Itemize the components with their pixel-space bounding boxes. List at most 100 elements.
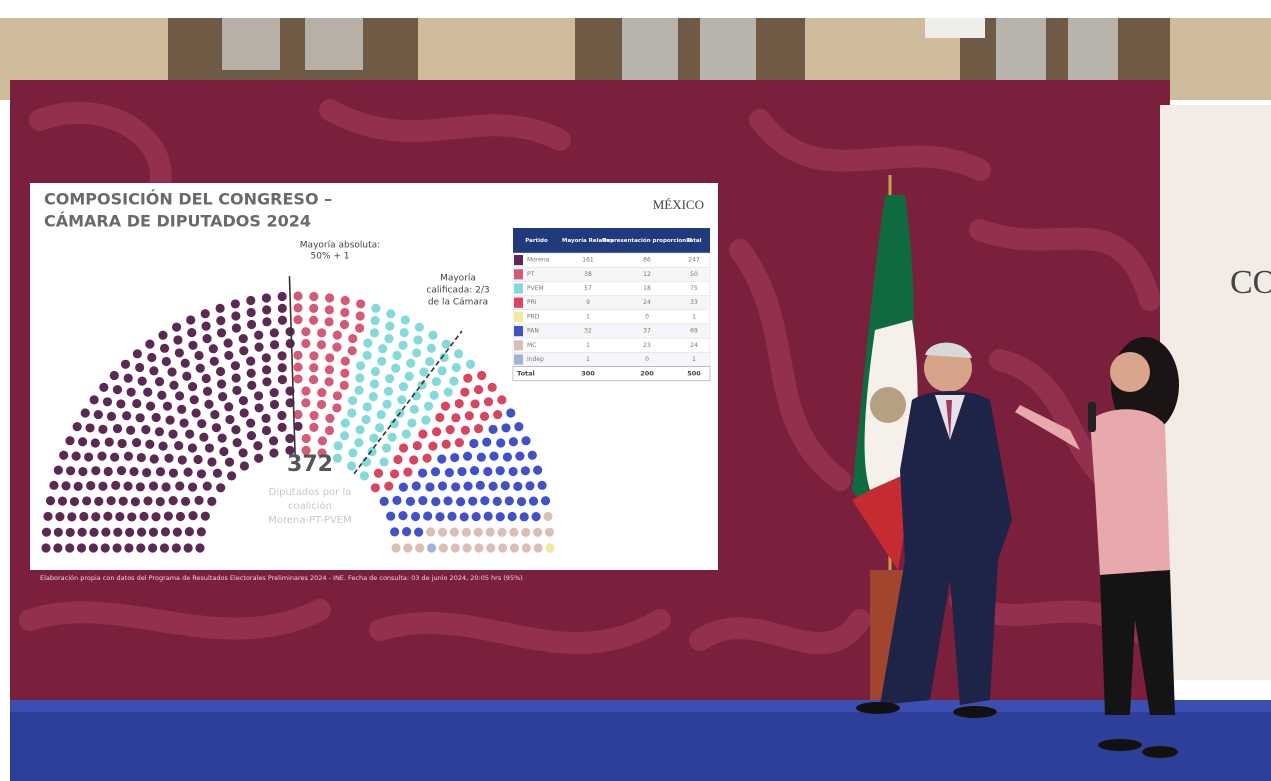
seat-dot xyxy=(450,527,459,536)
table-row-bg xyxy=(513,324,710,338)
seat-dot xyxy=(212,423,221,432)
seat-dot xyxy=(505,496,514,505)
table-cell: 37 xyxy=(643,328,651,335)
seat-dot xyxy=(285,434,294,443)
seat-dot xyxy=(78,467,87,476)
seat-dot xyxy=(418,429,427,438)
seat-dot xyxy=(309,351,318,360)
seat-dot xyxy=(70,497,79,506)
seat-dot xyxy=(455,438,464,447)
seat-dot xyxy=(412,348,421,357)
seat-dot xyxy=(356,361,365,370)
seat-dot xyxy=(110,371,119,380)
party-name: Morena xyxy=(527,257,550,264)
seat-dot xyxy=(515,451,524,460)
seat-dot xyxy=(66,466,75,475)
seat-dot xyxy=(325,353,334,362)
seat-dot xyxy=(202,374,211,383)
coalition-label: coalición xyxy=(288,500,332,512)
seat-dot xyxy=(224,339,233,348)
seat-dot xyxy=(127,388,136,397)
seat-dot xyxy=(432,427,441,436)
table-cell: 33 xyxy=(690,299,698,306)
seat-dot xyxy=(136,413,145,422)
seat-dot xyxy=(498,543,507,552)
seat-dot xyxy=(143,388,152,397)
seat-dot xyxy=(49,481,58,490)
table-total: 500 xyxy=(687,370,701,378)
seat-dot xyxy=(363,351,372,360)
seat-dot xyxy=(65,543,74,552)
seat-dot xyxy=(247,381,256,390)
seat-dot xyxy=(509,437,518,446)
seat-dot xyxy=(231,425,240,434)
seat-dot xyxy=(355,373,364,382)
seat-dot xyxy=(325,305,334,314)
seat-dot xyxy=(460,388,469,397)
seat-dot xyxy=(354,386,363,395)
party-swatch xyxy=(514,326,523,336)
seat-dot xyxy=(187,328,196,337)
seat-dot xyxy=(219,447,228,456)
seat-dot xyxy=(255,403,264,412)
seat-table: PartidoMayoría RelativaRepresentación pr… xyxy=(513,228,710,381)
party-name: Indep xyxy=(527,356,544,363)
seat-dot xyxy=(341,419,350,428)
seat-dot xyxy=(446,425,455,434)
seat-dot xyxy=(98,425,107,434)
seat-dot xyxy=(278,375,287,384)
seat-dot xyxy=(497,395,506,404)
seat-dot xyxy=(450,453,459,462)
seat-dot xyxy=(301,339,310,348)
seat-dot xyxy=(472,512,481,521)
party-swatch xyxy=(514,283,523,293)
seat-dot xyxy=(125,528,134,537)
seat-dot xyxy=(405,372,414,381)
seat-dot xyxy=(541,496,550,505)
seat-dot xyxy=(201,322,210,331)
window xyxy=(168,18,418,88)
seat-dot xyxy=(247,308,256,317)
seat-dot xyxy=(413,335,422,344)
seat-dot xyxy=(167,367,176,376)
seat-dot xyxy=(533,466,542,475)
seat-dot xyxy=(254,343,263,352)
seat-dot xyxy=(133,349,142,358)
seat-dot xyxy=(442,440,451,449)
seat-dot xyxy=(371,316,380,325)
party-name: PRD xyxy=(527,313,540,320)
seat-dot xyxy=(496,512,505,521)
seat-dot xyxy=(400,328,409,337)
annotation: calificada: 2/3 xyxy=(426,286,489,296)
seat-dot xyxy=(142,468,151,477)
seat-dot xyxy=(136,482,145,491)
seat-dot xyxy=(293,291,302,300)
seat-dot xyxy=(164,511,173,520)
seat-dot xyxy=(460,512,469,521)
seat-dot xyxy=(172,543,181,552)
seat-dot xyxy=(181,497,190,506)
seat-dot xyxy=(462,528,471,537)
seat-dot xyxy=(393,455,402,464)
head xyxy=(1110,352,1150,392)
seat-dot xyxy=(157,391,166,400)
seat-dot xyxy=(438,481,447,490)
seat-dot xyxy=(369,434,378,443)
seat-dot xyxy=(91,512,100,521)
seat-dot xyxy=(103,512,112,521)
seat-dot xyxy=(451,543,460,552)
seat-dot xyxy=(261,414,270,423)
seat-dot xyxy=(309,292,318,301)
seat-dot xyxy=(293,315,302,324)
seat-dot xyxy=(124,543,133,552)
seat-dot xyxy=(325,293,334,302)
seat-dot xyxy=(427,344,436,353)
seat-dot xyxy=(66,528,75,537)
seat-dot xyxy=(438,528,447,537)
seat-dot xyxy=(188,511,197,520)
seat-dot xyxy=(309,316,318,325)
seat-dot xyxy=(332,343,341,352)
seat-dot xyxy=(341,296,350,305)
seat-dot xyxy=(415,323,424,332)
seat-dot xyxy=(317,400,326,409)
